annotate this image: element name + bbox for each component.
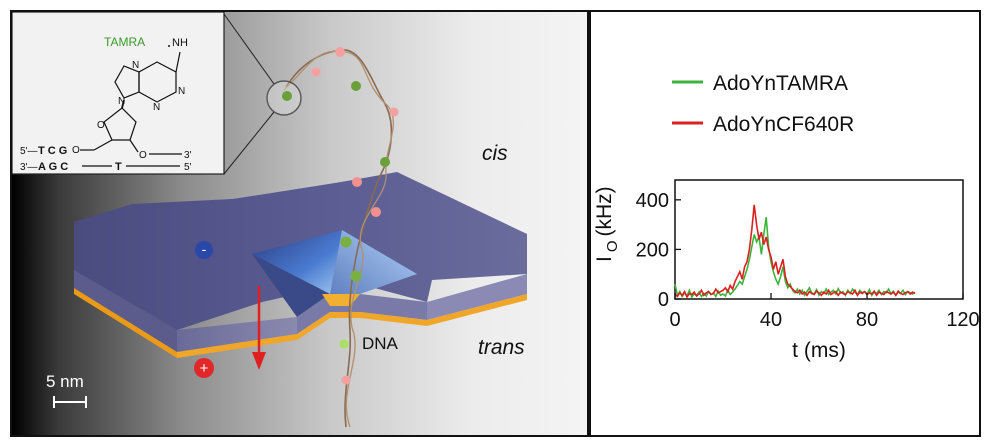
ring-n-label: N: [118, 96, 125, 107]
axis-ticks: 0 40 80 120 0 200 400: [636, 190, 980, 331]
y-axis-label-sub: O: [604, 240, 621, 252]
metal-layer-mid: [177, 294, 527, 358]
plot-lines: [674, 204, 916, 299]
y-tick-label: 0: [658, 289, 669, 311]
tamra-dot: [380, 157, 390, 167]
cf640-dot: [335, 47, 345, 57]
y-axis-label-unit: (kHz): [593, 186, 616, 236]
y-tick-label: 200: [636, 239, 669, 261]
metal-layer-left: [74, 288, 177, 358]
membrane-front-mid: [177, 317, 297, 352]
minus-label: -: [202, 241, 207, 257]
membrane-front-left: [74, 270, 177, 352]
tamra-dot: [351, 81, 361, 91]
trans-label: trans: [478, 336, 525, 359]
chart-panel: AdoYnTAMRA AdoYnCF640R 0 40 80 120 0 200 400 I…: [589, 10, 981, 437]
link-o-label: O: [72, 145, 80, 156]
tamra-dot: [282, 91, 292, 101]
strand-bottom-3: 3'—: [20, 162, 37, 173]
membrane-front-right: [427, 274, 527, 320]
callout-line-top: [223, 13, 275, 85]
strand-bottom-t: T: [115, 161, 122, 173]
nh-label: NH: [172, 37, 188, 49]
plus-circle: [194, 358, 214, 378]
sugar-o-label: O: [97, 120, 105, 131]
chemical-structure-inset: TAMRA NH N N N N O O O 5'— T C G 3' 3: [12, 12, 225, 175]
cf640-dot: [341, 375, 351, 385]
strand-top-5: 5'—: [20, 146, 37, 157]
x-tick-label: 80: [856, 309, 878, 331]
x-tick-label: 0: [669, 309, 680, 331]
cf640-dot: [371, 207, 381, 217]
pore-front-face: [252, 254, 330, 317]
dna-strand-b: [283, 50, 394, 428]
x-tick-label: 120: [946, 309, 979, 331]
nanopore-schematic: - + cis trans DNA 5 nm TAMRA NH N N: [12, 12, 527, 428]
pore-left-face: [252, 230, 342, 294]
strand-top-seq: T C G: [38, 145, 67, 157]
tamra-dot: [340, 236, 352, 248]
strand-top-3: 3': [184, 150, 192, 161]
x-tick-label: 40: [760, 309, 782, 331]
ring-n-label: N: [153, 102, 160, 113]
link-o-label: O: [139, 150, 147, 161]
ring-n-label: N: [132, 60, 139, 71]
y-tick-label: 400: [636, 190, 669, 212]
field-arrow-head: [252, 352, 266, 370]
cf640-dot: [389, 107, 399, 117]
tamra-label: TAMRA: [104, 35, 145, 49]
legend-label-tamra: AdoYnTAMRA: [713, 72, 848, 95]
y-axis-label-main: I: [593, 256, 616, 262]
minus-circle: [195, 241, 213, 259]
x-axis-label: t (ms): [792, 339, 846, 362]
tamra-dot: [350, 270, 362, 282]
plus-label: +: [200, 360, 209, 377]
legend-label-cf640r: AdoYnCF640R: [713, 113, 854, 136]
series-line-tamra: [674, 217, 916, 299]
cis-label: cis: [482, 142, 508, 165]
fluorescence-chart: AdoYnTAMRA AdoYnCF640R 0 40 80 120 0 200 400 I…: [593, 72, 980, 362]
strand-bottom-5: 5': [184, 162, 192, 173]
cf640-dot: [352, 177, 362, 187]
plot-frame: [674, 179, 964, 300]
y-axis-label: IO (kHz): [593, 186, 621, 262]
callout-line-bottom: [223, 111, 275, 175]
dna-label: DNA: [362, 334, 399, 353]
series-line-cf640r: [674, 204, 916, 299]
strand-bottom-seq: A G C: [38, 161, 68, 173]
tamra-dot: [339, 339, 349, 349]
cf640-dot: [311, 67, 321, 77]
schematic-panel: - + cis trans DNA 5 nm TAMRA NH N N: [10, 10, 589, 437]
ring-n-label: N: [178, 86, 185, 97]
chart-legend: AdoYnTAMRA AdoYnCF640R: [672, 72, 854, 136]
scale-label: 5 nm: [46, 372, 84, 391]
